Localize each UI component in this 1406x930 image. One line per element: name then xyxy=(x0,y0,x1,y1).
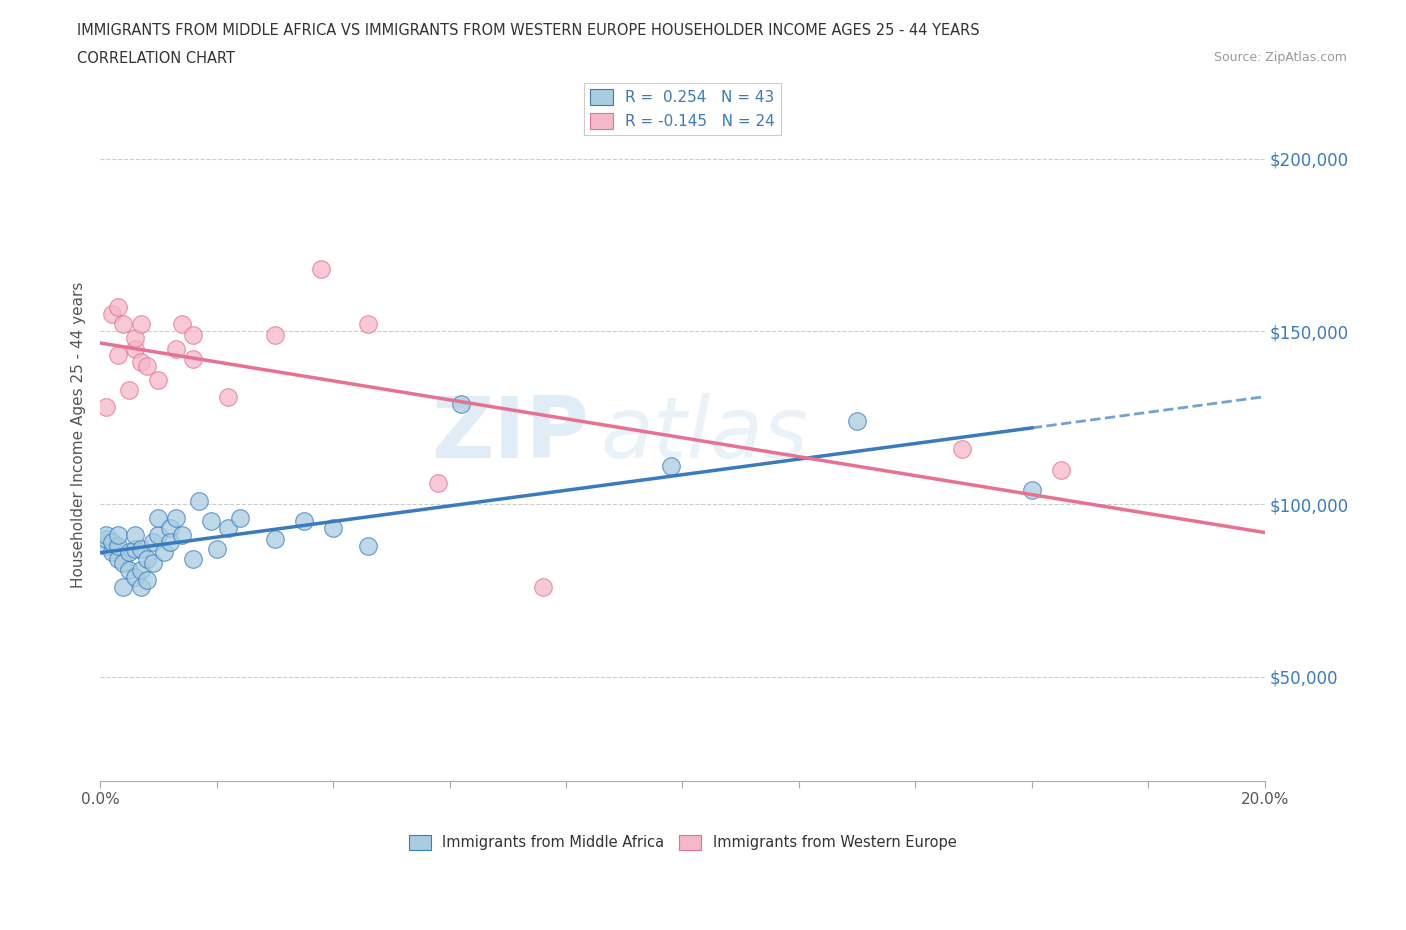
Point xyxy=(129,317,152,332)
Point xyxy=(107,348,129,363)
Point xyxy=(141,555,163,570)
Text: CORRELATION CHART: CORRELATION CHART xyxy=(77,51,235,66)
Point xyxy=(357,317,380,332)
Point xyxy=(205,541,228,556)
Point xyxy=(107,527,129,542)
Point xyxy=(450,396,472,411)
Point xyxy=(159,535,181,550)
Text: ZIP: ZIP xyxy=(432,393,589,476)
Point xyxy=(118,382,141,397)
Point xyxy=(100,545,122,560)
Point xyxy=(263,327,285,342)
Point xyxy=(124,527,146,542)
Point xyxy=(112,579,135,594)
Point xyxy=(292,514,315,529)
Point xyxy=(124,541,146,556)
Point xyxy=(129,355,152,370)
Point xyxy=(311,261,333,276)
Point xyxy=(148,511,170,525)
Point xyxy=(229,511,252,525)
Point xyxy=(322,521,344,536)
Point xyxy=(118,545,141,560)
Point xyxy=(129,579,152,594)
Point xyxy=(129,541,152,556)
Point xyxy=(94,527,117,542)
Point xyxy=(1050,462,1073,477)
Point xyxy=(159,521,181,536)
Text: IMMIGRANTS FROM MIDDLE AFRICA VS IMMIGRANTS FROM WESTERN EUROPE HOUSEHOLDER INCO: IMMIGRANTS FROM MIDDLE AFRICA VS IMMIGRA… xyxy=(77,23,980,38)
Point xyxy=(112,317,135,332)
Point xyxy=(217,390,239,405)
Point xyxy=(148,527,170,542)
Y-axis label: Householder Income Ages 25 - 44 years: Householder Income Ages 25 - 44 years xyxy=(72,282,86,588)
Point xyxy=(135,573,157,588)
Point xyxy=(531,579,554,594)
Point xyxy=(107,538,129,553)
Point xyxy=(846,414,869,429)
Point xyxy=(148,372,170,387)
Point xyxy=(170,527,193,542)
Point xyxy=(112,555,135,570)
Point xyxy=(170,317,193,332)
Point xyxy=(165,341,187,356)
Point xyxy=(1021,483,1043,498)
Point xyxy=(135,358,157,373)
Point xyxy=(153,545,176,560)
Point xyxy=(200,514,222,529)
Point xyxy=(124,341,146,356)
Point xyxy=(107,551,129,566)
Point xyxy=(100,535,122,550)
Point xyxy=(357,538,380,553)
Point xyxy=(181,551,204,566)
Point xyxy=(94,531,117,546)
Point xyxy=(217,521,239,536)
Point xyxy=(165,511,187,525)
Point xyxy=(135,551,157,566)
Point xyxy=(129,563,152,578)
Point xyxy=(94,538,117,553)
Point xyxy=(107,299,129,314)
Point xyxy=(94,400,117,415)
Point xyxy=(181,352,204,366)
Point xyxy=(141,535,163,550)
Text: atlas: atlas xyxy=(600,393,808,476)
Point xyxy=(263,531,285,546)
Point xyxy=(426,476,449,491)
Point xyxy=(100,307,122,322)
Legend: Immigrants from Middle Africa, Immigrants from Western Europe: Immigrants from Middle Africa, Immigrant… xyxy=(404,830,962,857)
Text: Source: ZipAtlas.com: Source: ZipAtlas.com xyxy=(1213,51,1347,64)
Point xyxy=(118,563,141,578)
Point xyxy=(124,331,146,346)
Point xyxy=(124,569,146,584)
Point xyxy=(181,327,204,342)
Point xyxy=(659,458,682,473)
Point xyxy=(950,442,973,457)
Point xyxy=(188,493,211,508)
